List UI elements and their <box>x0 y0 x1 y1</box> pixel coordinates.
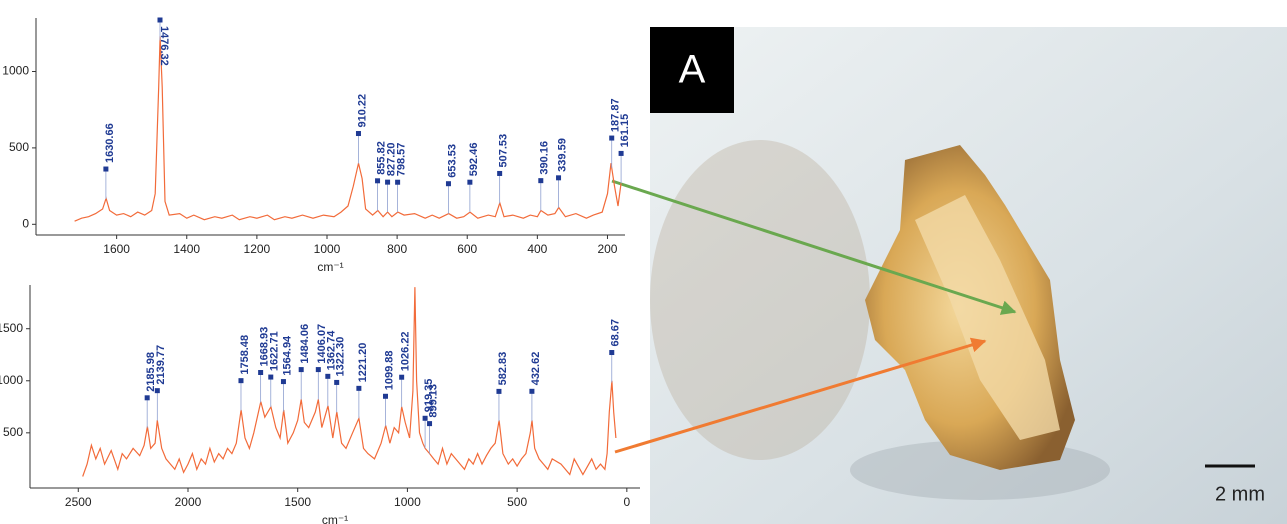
annotation-label: 1564.94 <box>281 335 293 376</box>
annotation-marker <box>395 179 401 185</box>
x-tick-label: 500 <box>507 495 527 509</box>
panel-label-box <box>650 27 734 113</box>
x-axis-label: cm⁻¹ <box>322 513 348 524</box>
annotation-marker <box>356 385 362 391</box>
crystal-face <box>915 195 1060 440</box>
annotation-marker <box>445 181 451 187</box>
x-tick-label: 600 <box>457 242 477 256</box>
x-tick-label: 200 <box>597 242 617 256</box>
annotation-marker <box>467 179 473 185</box>
annotation-label: 582.83 <box>497 352 509 386</box>
y-tick-label: 1000 <box>2 64 29 78</box>
annotation-label: 339.59 <box>556 138 568 172</box>
x-tick-label: 400 <box>527 242 547 256</box>
x-tick-label: 1000 <box>314 242 341 256</box>
y-tick-label: 1500 <box>0 321 23 335</box>
photo: A 2 mm <box>650 27 1287 524</box>
annotation-label: 592.46 <box>468 143 480 177</box>
annotation-label: 68.67 <box>610 319 622 347</box>
annotation-marker <box>609 350 615 356</box>
annotation-marker <box>399 374 405 380</box>
annotation-marker <box>258 370 264 376</box>
annotation-marker <box>497 170 503 176</box>
annotation-label: 1476.32 <box>158 26 170 66</box>
annotation-label: 2139.77 <box>155 345 167 385</box>
x-tick-label: 1200 <box>244 242 271 256</box>
y-tick-label: 500 <box>9 140 29 154</box>
annotation-marker <box>529 388 535 394</box>
annotation-marker <box>427 421 433 427</box>
annotation-label: 1362.74 <box>326 330 338 371</box>
annotation-label: 390.16 <box>539 141 551 175</box>
annotation-marker <box>618 150 624 156</box>
annotation-marker <box>382 393 388 399</box>
annotation-marker <box>422 415 428 421</box>
annotation-marker <box>144 395 150 401</box>
annotation-marker <box>157 17 163 23</box>
scale-bar-label: 2 mm <box>1215 483 1265 505</box>
annotation-label: 1668.93 <box>259 327 271 367</box>
x-tick-label: 0 <box>623 495 630 509</box>
annotation-marker <box>315 367 321 373</box>
annotation-marker <box>609 135 615 141</box>
x-tick-label: 1600 <box>103 242 130 256</box>
annotation-label: 1099.88 <box>383 351 395 391</box>
annotation-marker <box>334 379 340 385</box>
x-tick-label: 1000 <box>394 495 421 509</box>
annotation-marker <box>556 175 562 181</box>
annotation-label: 899.13 <box>427 384 439 418</box>
x-tick-label: 800 <box>387 242 407 256</box>
annotation-label: 1406.07 <box>316 324 328 364</box>
arrow <box>611 179 1017 315</box>
annotation-marker <box>238 378 244 384</box>
panel-label: A <box>679 48 706 92</box>
annotation-marker <box>325 373 331 379</box>
annotation-label: 798.57 <box>396 143 408 177</box>
annotation-marker <box>375 178 381 184</box>
annotation-marker <box>103 166 109 172</box>
x-tick-label: 2500 <box>65 495 92 509</box>
annotation-label: 507.53 <box>498 134 510 168</box>
x-tick-label: 1500 <box>284 495 311 509</box>
arrow <box>614 337 987 454</box>
x-axis-label: cm⁻¹ <box>317 260 343 274</box>
spectrum-line <box>74 36 622 222</box>
annotation-label: 919.35 <box>423 379 435 413</box>
annotation-label: 827.20 <box>385 142 397 176</box>
annotation-label: 1484.06 <box>299 324 311 364</box>
annotation-label: 1622.71 <box>269 331 281 371</box>
annotation-label: 432.62 <box>530 352 542 386</box>
x-tick-label: 1400 <box>173 242 200 256</box>
shadow <box>650 140 870 460</box>
annotation-marker <box>538 178 544 184</box>
annotation-marker <box>154 388 160 394</box>
annotation-label: 1758.48 <box>239 335 251 375</box>
x-tick-label: 2000 <box>175 495 202 509</box>
annotation-label: 855.82 <box>375 141 387 175</box>
annotation-label: 1322.30 <box>335 337 347 377</box>
y-tick-label: 1000 <box>0 373 23 387</box>
annotation-label: 653.53 <box>446 144 458 178</box>
annotation-marker <box>298 367 304 373</box>
annotation-marker <box>355 131 361 137</box>
annotation-label: 187.87 <box>610 98 622 132</box>
annotation-marker <box>385 179 391 185</box>
annotation-label: 1221.20 <box>357 343 369 383</box>
annotation-marker <box>268 374 274 380</box>
annotation-label: 161.15 <box>619 114 631 148</box>
annotation-marker <box>280 379 286 385</box>
y-tick-label: 0 <box>22 216 29 230</box>
annotation-label: 1630.66 <box>104 123 116 163</box>
annotation-label: 2185.98 <box>145 352 157 392</box>
annotation-label: 1026.22 <box>400 331 412 371</box>
annotation-marker <box>496 388 502 394</box>
y-tick-label: 500 <box>3 425 23 439</box>
annotation-label: 910.22 <box>356 94 368 128</box>
